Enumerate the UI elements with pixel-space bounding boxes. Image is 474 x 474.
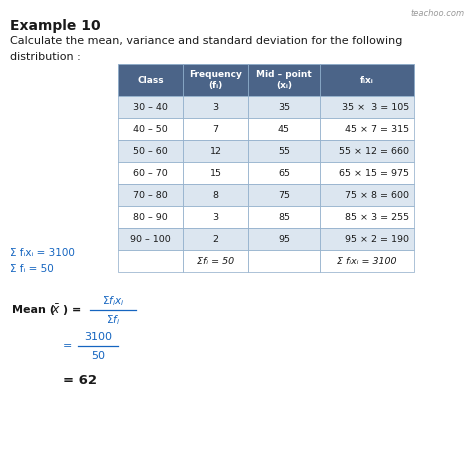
Bar [183,140,248,162]
Text: 80 – 90: 80 – 90 [133,212,168,221]
Text: 65 × 15 = 975: 65 × 15 = 975 [339,168,409,177]
Text: fᵢxᵢ: fᵢxᵢ [360,75,374,84]
Text: $\bar{x}$: $\bar{x}$ [51,303,61,317]
Bar [183,118,248,140]
Bar [183,64,248,96]
Text: 85: 85 [278,212,290,221]
Bar [183,162,248,184]
Text: Class: Class [137,75,164,84]
Bar [248,184,320,206]
Text: 95: 95 [278,235,290,244]
Bar [248,140,320,162]
Text: 7: 7 [212,125,219,134]
Bar [183,184,248,206]
Bar [320,250,414,272]
Bar [118,206,183,228]
Text: =: = [63,341,73,351]
Text: $\Sigma f_i x_i$: $\Sigma f_i x_i$ [102,294,124,308]
Text: 60 – 70: 60 – 70 [133,168,168,177]
Text: ) =: ) = [63,305,81,315]
Text: 45: 45 [278,125,290,134]
Bar [248,96,320,118]
Text: 95 × 2 = 190: 95 × 2 = 190 [345,235,409,244]
Text: 55 × 12 = 660: 55 × 12 = 660 [339,146,409,155]
Text: 15: 15 [210,168,221,177]
Bar [248,206,320,228]
Bar [320,228,414,250]
Bar [118,140,183,162]
Bar [248,64,320,96]
Bar [118,118,183,140]
Bar [118,250,183,272]
Text: 45 × 7 = 315: 45 × 7 = 315 [345,125,409,134]
Text: teachoo.com: teachoo.com [411,9,465,18]
Bar [320,162,414,184]
Bar [320,96,414,118]
Bar [248,162,320,184]
Text: 50 – 60: 50 – 60 [133,146,168,155]
Bar [320,64,414,96]
Bar [248,118,320,140]
Text: Calculate the mean, variance and standard deviation for the following: Calculate the mean, variance and standar… [10,36,402,46]
Bar [320,184,414,206]
Text: 12: 12 [210,146,221,155]
Text: 8: 8 [212,191,219,200]
Text: Example 10: Example 10 [10,19,100,33]
Bar [118,162,183,184]
Bar [183,206,248,228]
Text: Frequency
(fᵢ): Frequency (fᵢ) [189,70,242,90]
Text: distribution :: distribution : [10,52,81,62]
Text: 30 – 40: 30 – 40 [133,102,168,111]
Bar [320,140,414,162]
Text: 3100: 3100 [84,332,112,342]
Text: Mid – point
(xᵢ): Mid – point (xᵢ) [256,70,312,90]
Text: 35: 35 [278,102,290,111]
Bar [118,228,183,250]
Text: 55: 55 [278,146,290,155]
Text: Mean (: Mean ( [12,305,55,315]
Text: 50: 50 [91,351,105,361]
Bar [118,96,183,118]
Text: 35 ×  3 = 105: 35 × 3 = 105 [342,102,409,111]
Text: $\Sigma f_i$: $\Sigma f_i$ [106,313,120,327]
Text: 70 – 80: 70 – 80 [133,191,168,200]
Text: Σfᵢ = 50: Σfᵢ = 50 [197,256,234,265]
Bar [183,228,248,250]
Bar [183,96,248,118]
Text: Σ fᵢ = 50: Σ fᵢ = 50 [10,264,54,274]
Text: 3: 3 [212,212,219,221]
Text: Σ fᵢxᵢ = 3100: Σ fᵢxᵢ = 3100 [10,248,75,258]
Text: 75: 75 [278,191,290,200]
Bar [118,64,183,96]
Bar [248,250,320,272]
Bar [248,228,320,250]
Text: 40 – 50: 40 – 50 [133,125,168,134]
Bar [320,206,414,228]
Text: 2: 2 [212,235,219,244]
Text: 90 – 100: 90 – 100 [130,235,171,244]
Bar [118,184,183,206]
Text: 3: 3 [212,102,219,111]
Text: Σ fᵢxᵢ = 3100: Σ fᵢxᵢ = 3100 [337,256,397,265]
Text: 65: 65 [278,168,290,177]
Bar [320,118,414,140]
Bar [183,250,248,272]
Text: 85 × 3 = 255: 85 × 3 = 255 [345,212,409,221]
Text: 75 × 8 = 600: 75 × 8 = 600 [345,191,409,200]
Text: = 62: = 62 [63,374,97,386]
